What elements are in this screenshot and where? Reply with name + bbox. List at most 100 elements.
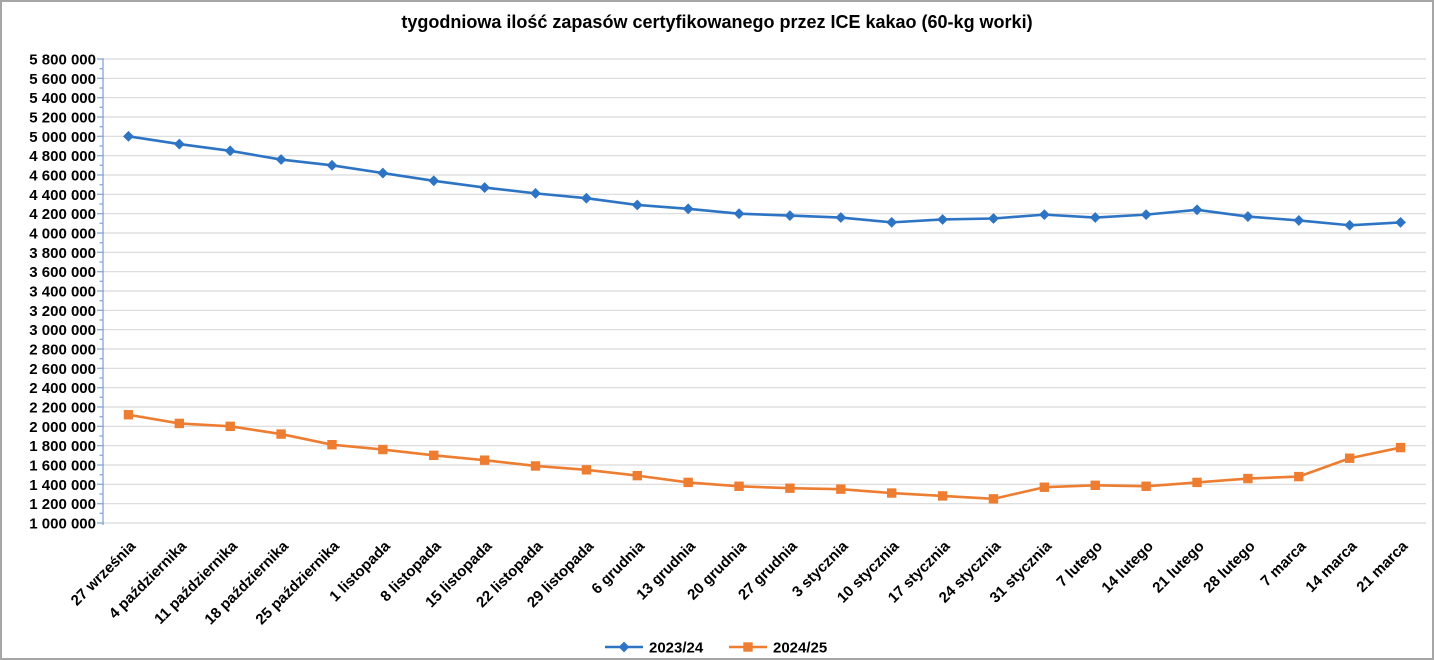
- y-axis-tick-labels: 5 800 000 5 600 000 5 400 000 5 200 000 5 00…: [29, 52, 96, 533]
- data-point-marker: [1293, 215, 1305, 226]
- y-axis: [97, 58, 104, 525]
- legend-label: 2024/25: [773, 640, 827, 657]
- y-axis-tick-label: 2 200 000: [29, 400, 96, 417]
- y-axis-tick-label: 2 800 000: [29, 342, 96, 359]
- y-axis-tick-label: 5 600 000: [29, 71, 96, 88]
- y-axis-tick-label: 4 800 000: [29, 148, 96, 165]
- y-axis-tick-label: 4 200 000: [29, 206, 96, 223]
- series-2024-25: [123, 410, 1406, 504]
- y-axis-tick-label: 1 200 000: [29, 496, 96, 513]
- data-point-marker: [428, 175, 440, 187]
- data-point-marker: [632, 470, 642, 481]
- y-axis-tick-label: 4 400 000: [29, 187, 96, 204]
- data-point-marker: [326, 159, 338, 171]
- series-line-2024-25: [127, 413, 1402, 501]
- chart-title: tygodniowa ilość zapasów certyfikowanego…: [401, 12, 1033, 32]
- data-point-marker: [785, 483, 795, 493]
- data-point-marker: [784, 210, 796, 221]
- data-point-marker: [429, 450, 439, 461]
- data-point-marker: [835, 212, 847, 223]
- data-point-marker: [937, 214, 948, 225]
- data-point-marker: [886, 216, 898, 228]
- data-point-marker: [123, 410, 134, 420]
- y-axis-tick-label: 4 000 000: [29, 226, 96, 243]
- data-point-marker: [1344, 453, 1355, 463]
- y-axis-tick-label: 3 600 000: [29, 264, 96, 281]
- y-axis-tick-label: 3 000 000: [29, 322, 96, 339]
- gridlines: [103, 58, 1426, 524]
- data-point-marker: [887, 488, 897, 498]
- y-axis-tick-label: 1 400 000: [29, 477, 96, 494]
- data-point-marker: [1191, 204, 1203, 216]
- data-point-marker: [1141, 481, 1151, 491]
- data-point-marker: [530, 461, 541, 471]
- data-point-marker: [1344, 219, 1356, 231]
- data-point-marker: [224, 145, 236, 157]
- data-point-marker: [1038, 209, 1050, 221]
- legend-item-2024-25: 2024/25: [729, 640, 827, 657]
- data-point-marker: [479, 455, 490, 465]
- data-point-marker: [530, 187, 541, 199]
- data-point-marker: [1192, 477, 1202, 488]
- data-point-marker: [743, 642, 753, 652]
- data-point-marker: [1243, 473, 1253, 484]
- data-point-marker: [1395, 442, 1406, 453]
- legend-label: 2023/24: [649, 640, 704, 657]
- data-point-marker: [988, 494, 999, 504]
- data-point-marker: [1089, 212, 1101, 223]
- y-axis-tick-label: 5 200 000: [29, 110, 96, 127]
- data-point-marker: [276, 429, 286, 439]
- data-point-marker: [174, 418, 185, 429]
- data-point-marker: [377, 167, 389, 179]
- data-point-marker: [378, 444, 388, 455]
- y-axis-tick-label: 3 400 000: [29, 284, 96, 301]
- data-point-marker: [581, 192, 592, 204]
- data-point-marker: [618, 641, 630, 653]
- y-axis-tick-label: 1 600 000: [29, 458, 96, 475]
- data-point-marker: [937, 491, 948, 501]
- y-axis-tick-label: 4 600 000: [29, 168, 96, 185]
- x-axis-tick-label: 7 lutego: [1053, 538, 1106, 591]
- y-axis-tick-label: 2 400 000: [29, 380, 96, 397]
- data-point-marker: [123, 130, 134, 142]
- data-point-marker: [225, 421, 235, 432]
- legend-item-2023-24: 2023/24: [605, 640, 704, 657]
- legend: 2023/24 2024/25: [605, 640, 827, 657]
- data-point-marker: [1395, 216, 1406, 228]
- data-point-marker: [1140, 209, 1152, 221]
- y-axis-tick-label: 2 000 000: [29, 419, 96, 436]
- data-point-marker: [682, 203, 694, 215]
- y-axis-tick-label: 5 800 000: [29, 52, 96, 69]
- data-point-marker: [327, 440, 337, 450]
- data-point-marker: [734, 481, 744, 491]
- data-point-marker: [581, 465, 592, 475]
- data-point-marker: [1039, 482, 1050, 492]
- x-axis-tick-label: 21 lutego: [1149, 538, 1208, 597]
- data-point-marker: [1242, 211, 1254, 222]
- y-axis-tick-label: 3 200 000: [29, 303, 96, 320]
- data-point-marker: [988, 213, 999, 224]
- data-point-marker: [173, 138, 185, 150]
- data-point-marker: [836, 484, 846, 494]
- x-axis-tick-label: 14 lutego: [1098, 538, 1157, 597]
- data-point-marker: [1294, 471, 1304, 482]
- data-point-marker: [1090, 480, 1100, 490]
- series-line-2023-24: [127, 135, 1402, 227]
- y-axis-tick-label: 1 800 000: [29, 438, 96, 455]
- x-axis-tick-label: 7 marca: [1257, 537, 1310, 590]
- x-axis-tick-label: 21 marca: [1353, 537, 1411, 595]
- data-point-marker: [683, 477, 693, 488]
- y-axis-tick-label: 1 000 000: [29, 516, 96, 533]
- series-2023-24: [123, 130, 1406, 231]
- x-axis-tick-label: 14 marca: [1302, 537, 1360, 595]
- data-point-marker: [631, 199, 643, 211]
- data-point-marker: [479, 182, 491, 193]
- y-axis-tick-label: 3 800 000: [29, 245, 96, 262]
- x-axis-tick-label: 28 lutego: [1200, 538, 1259, 597]
- data-point-marker: [733, 208, 745, 220]
- y-axis-tick-label: 5 400 000: [29, 90, 96, 107]
- data-point-marker: [275, 154, 287, 165]
